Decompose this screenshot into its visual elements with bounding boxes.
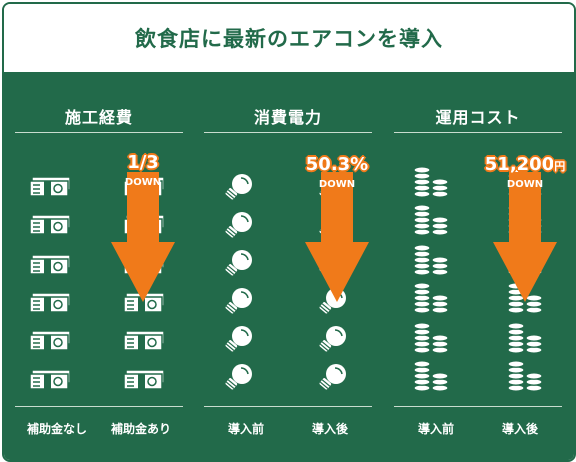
down-arrow-icon [111, 172, 175, 306]
light-bulb-icon [222, 248, 256, 282]
light-bulb-icon [222, 362, 256, 396]
label-without-subsidy: 補助金なし [26, 422, 87, 436]
reduction-number: 1/3 [127, 152, 159, 173]
down-label: DOWN [318, 179, 356, 190]
money-bundle-icon [28, 254, 72, 280]
coin-stack-icon [412, 164, 452, 204]
coin-stack-icon [412, 280, 452, 320]
reduction-value: 50.3% [287, 154, 387, 175]
money-bundle-icon [28, 369, 72, 395]
label-after: 導入後 [501, 422, 538, 436]
down-label: DOWN [124, 177, 162, 188]
money-bundle-icon [28, 292, 72, 318]
light-bulb-icon [222, 286, 256, 320]
coin-stack-icon [412, 358, 452, 398]
reduction-number: 51,200 [484, 154, 555, 175]
reduction-value: 1/3 [93, 152, 193, 173]
down-arrow-icon [493, 172, 557, 306]
money-bundle-icon [28, 214, 72, 240]
divider [15, 132, 183, 133]
label-before: 導入前 [417, 422, 454, 436]
column-title: 運用コスト [435, 108, 521, 127]
divider [204, 406, 372, 407]
column-operating-cost: 運用コスト 導入前 導入後 [394, 72, 562, 460]
money-bundle-icon [122, 330, 166, 356]
down-label: DOWN [506, 179, 544, 190]
reduction-unit: 円 [554, 160, 566, 173]
reduction-value: 51,200円 [475, 154, 574, 175]
light-bulb-icon [222, 210, 256, 244]
divider [15, 406, 183, 407]
column-construction-cost: 施工経費 補助金なし 補助金あり [15, 72, 183, 460]
coin-stack-icon [506, 358, 546, 398]
coin-stack-icon [412, 242, 452, 282]
light-bulb-icon [222, 172, 256, 206]
divider [394, 406, 562, 407]
money-bundle-icon [28, 176, 72, 202]
reduction-number: 50.3% [305, 154, 369, 175]
title-bar: 飲食店に最新のエアコンを導入 [4, 4, 574, 72]
label-after: 導入後 [311, 422, 348, 436]
column-power-consumption: 消費電力 導入前 導入後 [204, 72, 372, 460]
light-bulb-icon [222, 324, 256, 358]
down-arrow-icon [305, 172, 369, 306]
column-title: 施工経費 [64, 108, 133, 127]
money-bundle-icon [28, 330, 72, 356]
label-before: 導入前 [227, 422, 264, 436]
comparison-panel: 施工経費 補助金なし 補助金あり 消費電力 導入前 導入後 運用コスト 導入前 … [4, 72, 574, 460]
coin-stack-icon [506, 320, 546, 360]
column-title: 消費電力 [253, 108, 322, 127]
coin-stack-icon [412, 202, 452, 242]
label-with-subsidy: 補助金あり [110, 422, 171, 436]
page-title: 飲食店に最新のエアコンを導入 [135, 27, 443, 51]
money-bundle-icon [122, 369, 166, 395]
divider [394, 132, 562, 133]
divider [204, 132, 372, 133]
money-bundle-icon [122, 292, 166, 318]
light-bulb-icon [316, 324, 350, 358]
light-bulb-icon [316, 362, 350, 396]
coin-stack-icon [412, 320, 452, 360]
